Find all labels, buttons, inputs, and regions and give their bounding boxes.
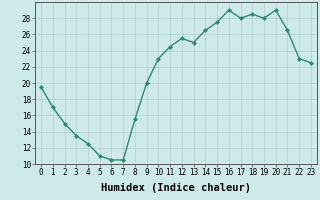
X-axis label: Humidex (Indice chaleur): Humidex (Indice chaleur) <box>101 183 251 193</box>
